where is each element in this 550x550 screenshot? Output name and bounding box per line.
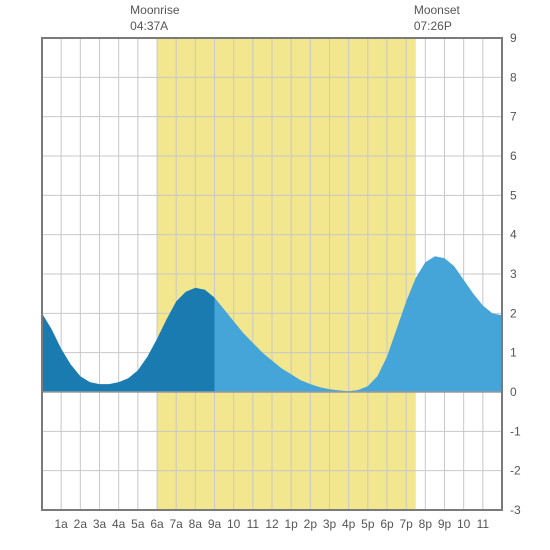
x-tick-label: 3p [323,517,337,531]
x-tick-label: 9p [438,517,452,531]
x-tick-label: 10 [457,517,471,531]
y-tick-label: 5 [510,188,517,202]
moonrise-annotation: Moonrise 04:37A [130,3,179,34]
x-tick-label: 8p [419,517,433,531]
x-tick-label: 12 [265,517,279,531]
x-tick-label: 1a [54,517,68,531]
x-tick-label: 1p [284,517,298,531]
y-tick-label: 8 [510,70,517,84]
y-tick-label: 6 [510,149,517,163]
y-tick-label: 4 [510,228,517,242]
x-tick-label: 6p [380,517,394,531]
chart-svg: 1a2a3a4a5a6a7a8a9a1011121p2p3p4p5p6p7p8p… [0,0,550,550]
x-tick-label: 2p [304,517,318,531]
x-tick-label: 10 [227,517,241,531]
y-tick-label: 1 [510,346,517,360]
y-tick-label: 0 [510,385,517,399]
y-tick-label: -2 [510,464,521,478]
moonset-annotation: Moonset 07:26P [414,3,460,34]
moonrise-time: 04:37A [130,19,179,35]
y-tick-label: -1 [510,424,521,438]
x-tick-label: 6a [150,517,164,531]
x-tick-label: 5p [361,517,375,531]
x-tick-label: 8a [189,517,203,531]
moonset-time: 07:26P [414,19,460,35]
tide-chart: Moonrise 04:37A Moonset 07:26P 1a 2a 3a 4a 5… [0,0,550,550]
x-tick-label: 4a [112,517,126,531]
y-tick-label: -3 [510,503,521,517]
x-tick-label: 7a [169,517,183,531]
y-tick-label: 3 [510,267,517,281]
x-tick-label: 11 [247,517,260,531]
y-tick-label: 9 [510,31,517,45]
x-tick-label: 11 [477,517,490,531]
x-tick-label: 5a [131,517,145,531]
x-tick-label: 9a [208,517,222,531]
moonrise-title: Moonrise [130,3,179,19]
x-tick-label: 7p [399,517,413,531]
y-tick-label: 7 [510,110,517,124]
x-tick-label: 4p [342,517,356,531]
x-tick-label: 3a [93,517,107,531]
x-tick-label: 2a [74,517,88,531]
y-tick-label: 2 [510,306,517,320]
moonset-title: Moonset [414,3,460,19]
